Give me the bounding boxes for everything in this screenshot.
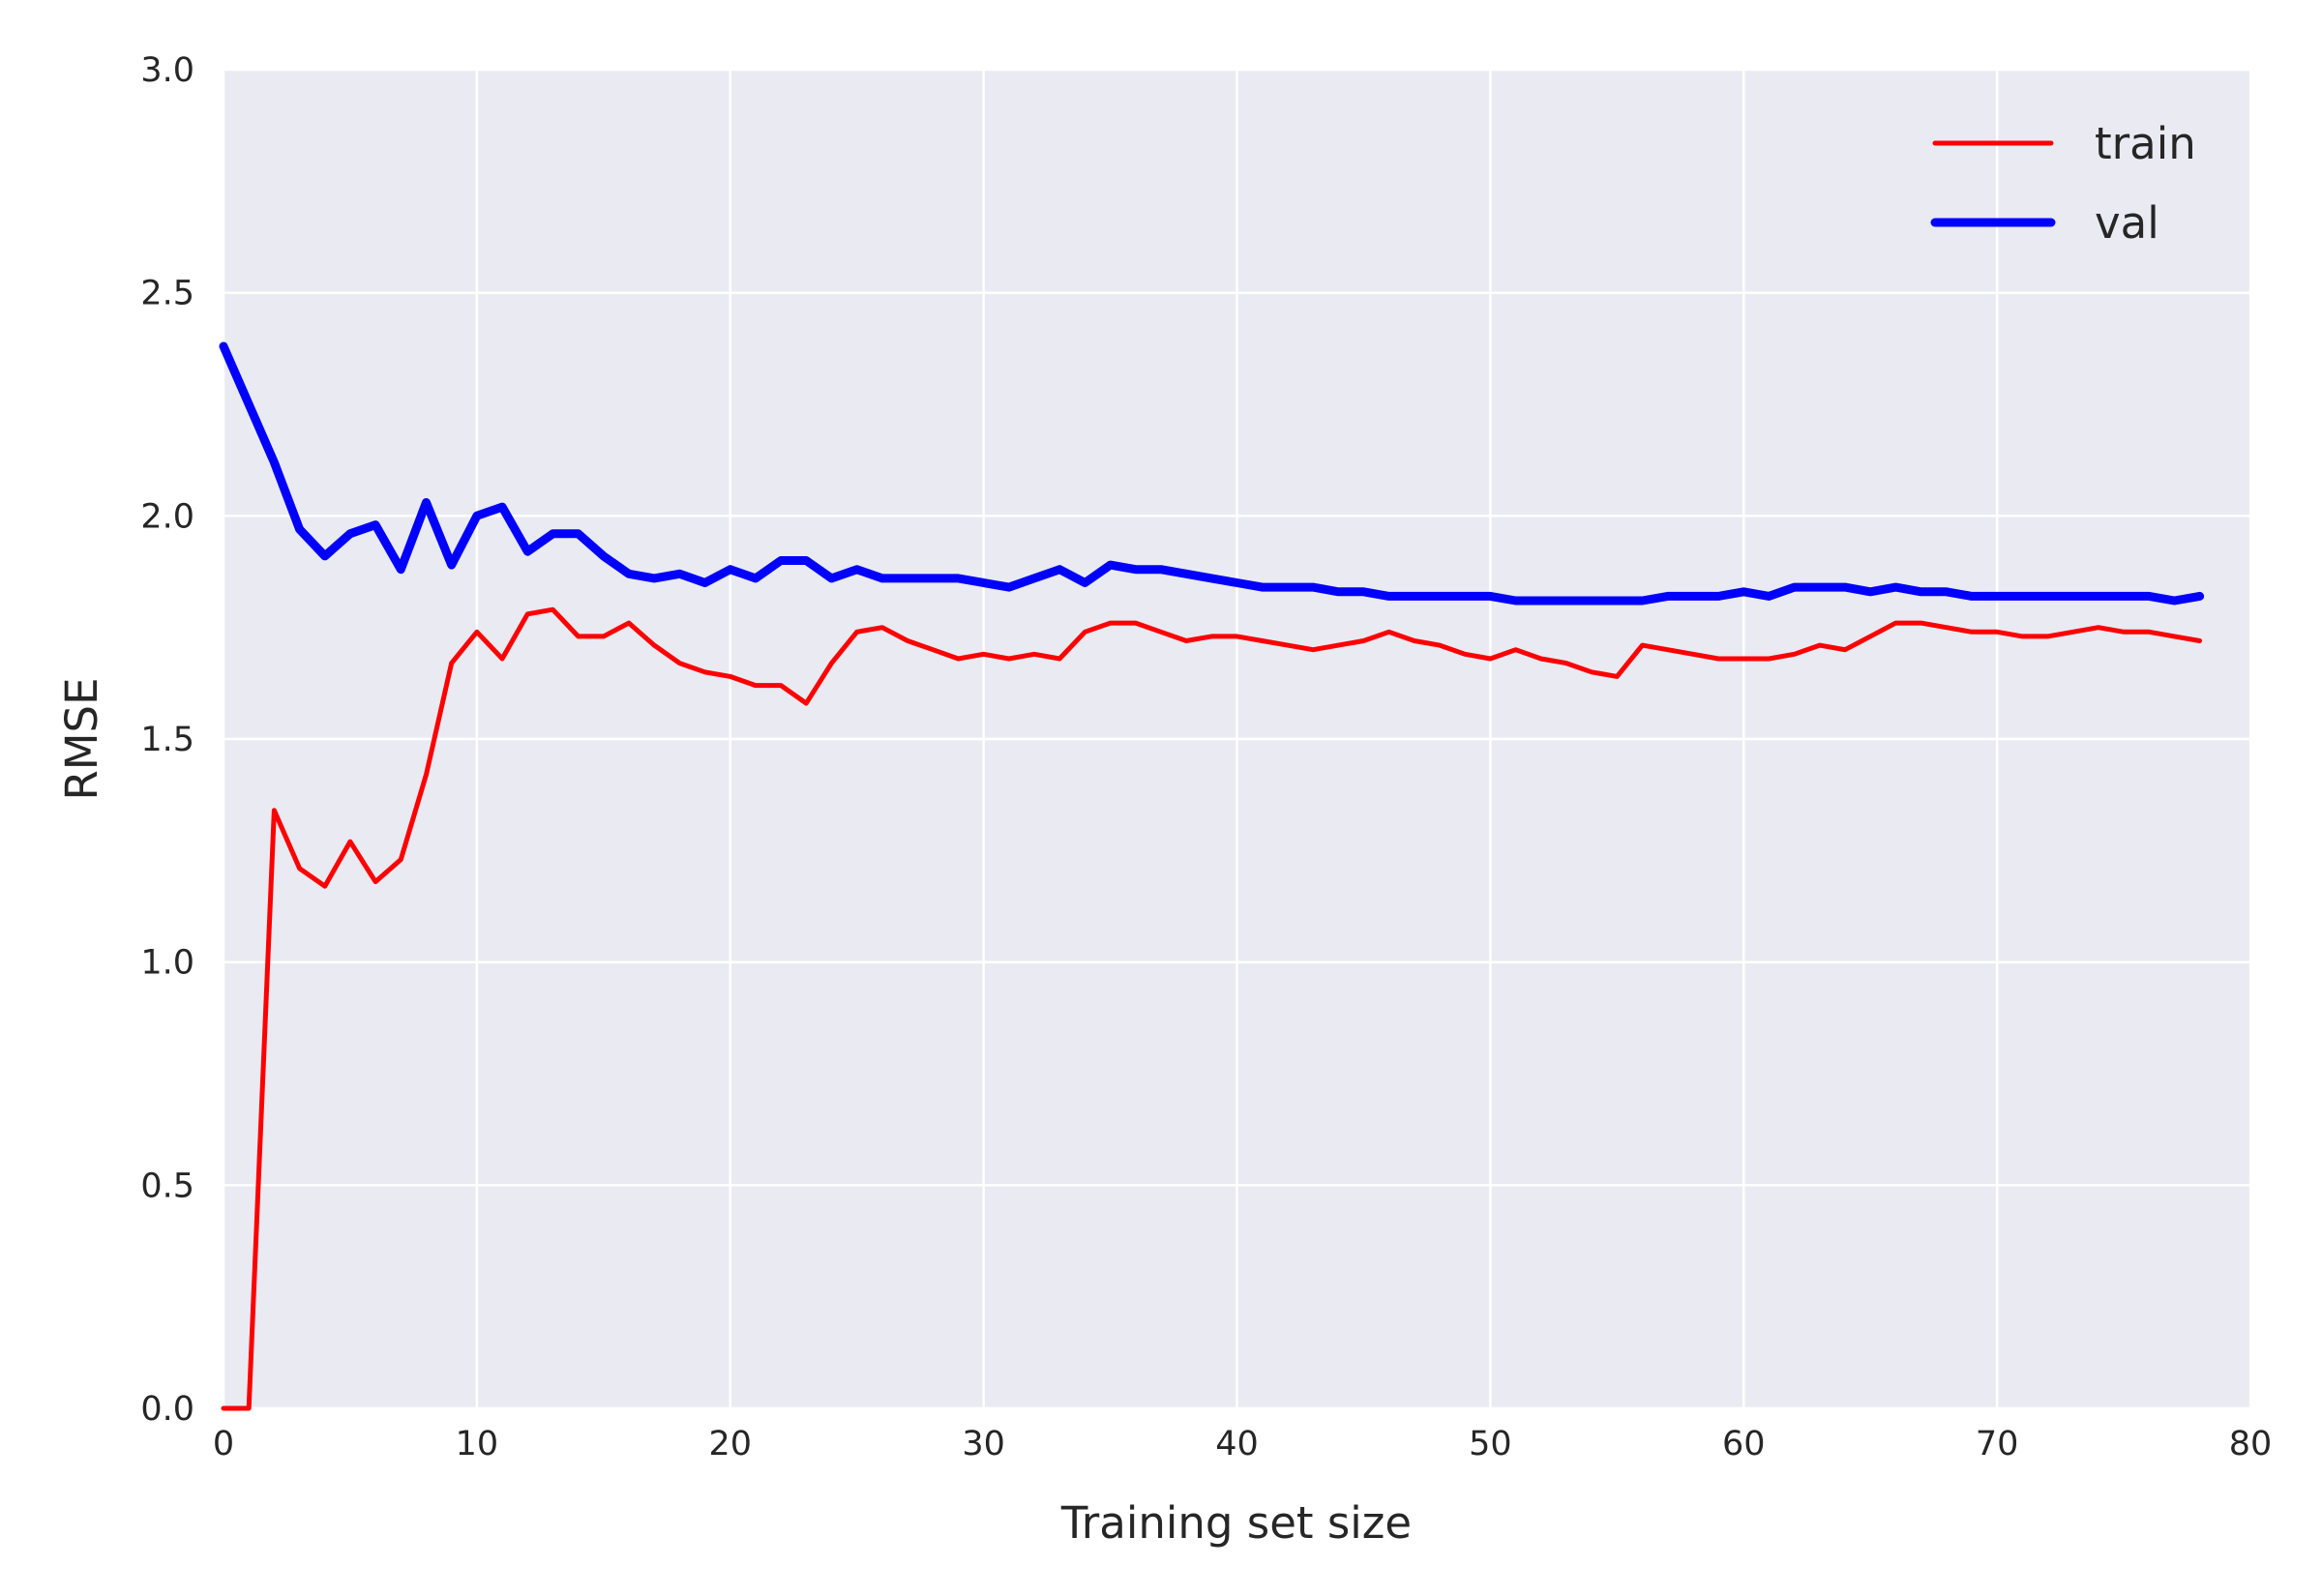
y-tick-label: 0.0 [140,1390,194,1429]
y-tick-label: 1.5 [140,721,194,759]
x-tick-label: 50 [1469,1425,1512,1463]
series-lines [219,341,2205,1411]
legend: train val [1930,118,2196,249]
y-axis-label: RMSE [56,677,107,800]
y-tick-label: 2.5 [140,275,194,313]
grid-lines [222,68,2252,1410]
x-tick-label: 70 [1976,1425,2019,1463]
series-line-train [221,606,2203,1411]
y-tick-label: 2.0 [140,497,194,536]
x-tick-label: 40 [1215,1425,1259,1463]
x-tick-label: 20 [708,1425,752,1463]
x-tick-label: 80 [2229,1425,2273,1463]
series-line-val [219,341,2205,606]
x-axis-ticks: 0 10 20 30 40 50 60 70 80 [213,1425,2272,1463]
legend-label-train: train [2095,118,2196,169]
y-tick-label: 3.0 [140,51,194,90]
legend-label-val: val [2095,197,2159,249]
y-tick-label: 0.5 [140,1167,194,1205]
x-tick-label: 0 [213,1425,234,1463]
x-axis-label: Training set size [1060,1497,1412,1549]
y-tick-label: 1.0 [140,944,194,983]
x-tick-label: 60 [1722,1425,1766,1463]
y-axis-ticks: 0.0 0.5 1.0 1.5 2.0 2.5 3.0 [140,51,194,1429]
x-tick-label: 30 [962,1425,1005,1463]
x-tick-label: 10 [456,1425,499,1463]
